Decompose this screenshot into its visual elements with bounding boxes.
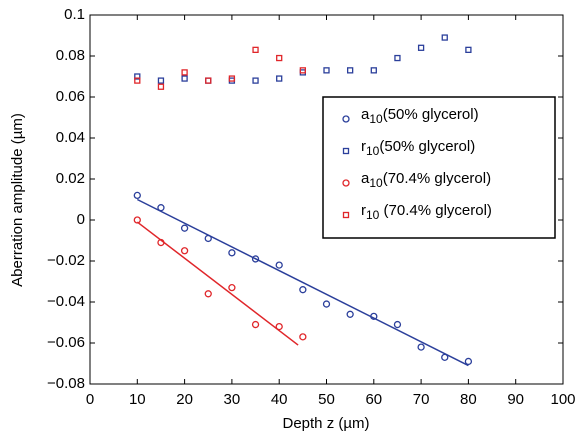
square-marker (181, 69, 188, 76)
circle-marker (299, 333, 307, 341)
x-tick-label: 0 (86, 391, 94, 408)
circle-marker (370, 312, 378, 321)
circle-marker (441, 353, 449, 362)
square-marker (342, 147, 350, 155)
circle-marker (417, 343, 425, 351)
circle-marker (133, 191, 141, 200)
y-axis-label: Aberration amplitude (µm) (9, 113, 26, 287)
square-marker (441, 34, 448, 41)
circle-marker (342, 115, 350, 123)
circle-marker (157, 238, 165, 247)
circle-marker (180, 247, 189, 255)
square-marker (342, 211, 350, 219)
circle-marker (299, 286, 307, 294)
circle-marker (228, 283, 236, 292)
y-tick-label: 0.04 (56, 129, 85, 146)
circle-marker (157, 204, 165, 212)
legend-label: r10 (70.4% glycerol) (361, 202, 492, 222)
x-tick-label: 70 (413, 391, 430, 408)
y-tick-label: 0.08 (56, 47, 85, 64)
legend-label: a10(70.4% glycerol) (361, 170, 491, 190)
square-marker (276, 54, 283, 62)
circle-marker (180, 224, 189, 232)
square-marker (417, 44, 425, 51)
square-marker (252, 46, 259, 53)
circle-marker (204, 290, 212, 298)
y-tick-label: 0.1 (64, 6, 85, 23)
x-tick-label: 60 (365, 391, 382, 408)
circle-marker (393, 320, 402, 329)
fit-line (136, 198, 469, 367)
x-tick-label: 50 (318, 391, 335, 408)
y-tick-label: 0.06 (56, 88, 85, 105)
y-tick-label: −0.06 (47, 334, 85, 351)
circle-marker (346, 310, 354, 318)
square-marker (134, 77, 141, 84)
circle-marker (275, 322, 283, 331)
legend-box (322, 96, 556, 239)
circle-marker (228, 249, 236, 257)
x-tick-label: 80 (460, 391, 477, 408)
x-tick-label: 100 (550, 391, 575, 408)
square-marker (205, 77, 212, 84)
square-marker (276, 75, 283, 82)
circle-marker (464, 357, 473, 366)
y-tick-label: 0.02 (56, 170, 85, 187)
square-marker (394, 54, 401, 62)
x-tick-label: 30 (224, 391, 241, 408)
y-tick-label: −0.08 (47, 375, 85, 392)
circle-marker (342, 179, 350, 187)
square-marker (181, 75, 188, 82)
legend-label: r10(50% glycerol) (361, 138, 475, 158)
circle-marker (251, 255, 260, 263)
square-marker (134, 73, 141, 80)
y-tick-label: −0.04 (47, 293, 85, 310)
square-marker (157, 77, 165, 84)
circle-marker (275, 261, 283, 269)
square-marker (228, 75, 236, 82)
x-tick-label: 10 (129, 391, 146, 408)
square-marker (157, 83, 165, 90)
y-tick-label: −0.02 (47, 252, 85, 269)
square-marker (465, 46, 472, 53)
x-tick-label: 90 (507, 391, 524, 408)
circle-marker (204, 234, 212, 243)
square-marker (346, 67, 354, 74)
circle-marker (322, 300, 331, 308)
y-tick-label: 0 (77, 211, 85, 228)
x-axis-label: Depth z (µm) (283, 415, 370, 432)
circle-marker (251, 320, 260, 329)
square-marker (252, 77, 259, 84)
square-marker (323, 67, 330, 74)
x-tick-label: 20 (176, 391, 193, 408)
square-marker (299, 67, 307, 74)
circle-marker (133, 216, 141, 224)
x-tick-label: 40 (271, 391, 288, 408)
legend-label: a10(50% glycerol) (361, 106, 479, 126)
square-marker (370, 67, 377, 74)
